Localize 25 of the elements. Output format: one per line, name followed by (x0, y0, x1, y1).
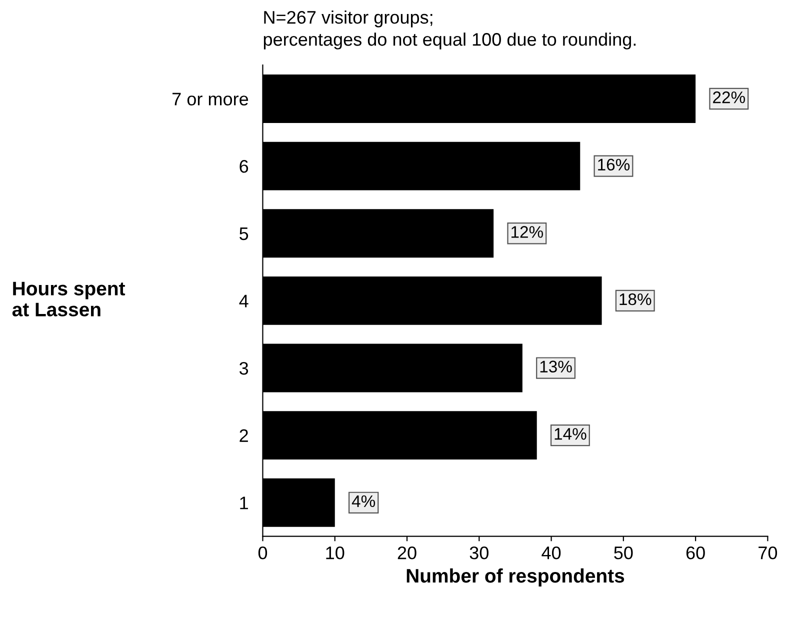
chart-title: N=267 visitor groups; percentages do not equal 100 due to rounding. (264, 10, 636, 50)
y-tick-label: 4 (239, 294, 248, 308)
y-tick-label: 2 (240, 429, 248, 442)
annotation: 22% (713, 91, 745, 104)
x-tick-label: 30 (470, 546, 488, 560)
y-tick-label: 1 (240, 496, 248, 510)
x-tick-label: 60 (686, 546, 705, 560)
y-axis-title: Hours spent at Lassen (12, 282, 126, 316)
x-tick-label: 70 (758, 546, 778, 560)
y-tick-label: 7 or more (172, 92, 248, 106)
x-tick-label: 10 (326, 546, 344, 560)
annotation: 12% (512, 226, 544, 238)
annotation: 4% (352, 495, 376, 508)
annotation: 13% (540, 360, 572, 372)
y-tick-label: 5 (240, 228, 248, 240)
x-axis-title: Number of respondents (406, 568, 624, 587)
x-tick-label: 40 (542, 546, 561, 560)
x-tick-label: 50 (614, 546, 633, 560)
y-tick-label: 6 (240, 160, 248, 173)
x-tick-label: 20 (398, 546, 416, 560)
annotation: 18% (620, 293, 652, 306)
annotation: 16% (598, 158, 630, 171)
x-tick-label: 0 (258, 546, 268, 560)
y-tick-label: 3 (239, 362, 248, 375)
annotation: 14% (554, 428, 586, 440)
